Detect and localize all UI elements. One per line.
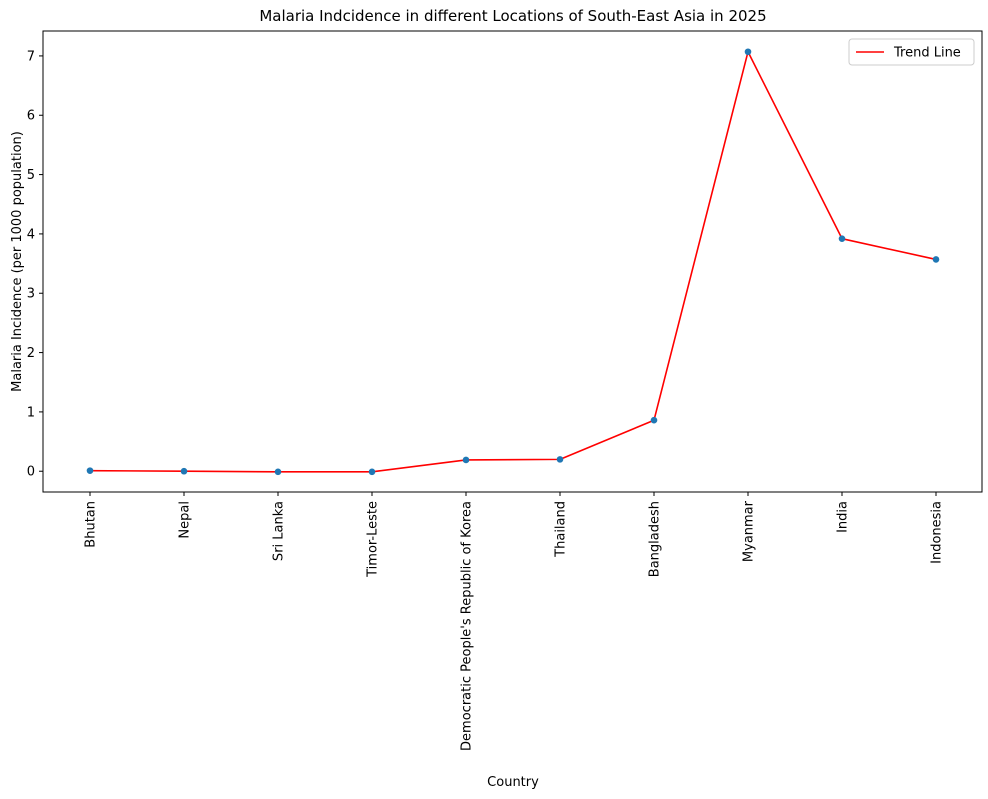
plot-area: 0 1 2 3 4 5 6 7 Bhutan Nepal Sri Lanka Timor-Leste…	[27, 30, 983, 751]
data-point	[932, 256, 940, 263]
x-axis-label: Country	[487, 775, 539, 790]
data-point	[180, 467, 188, 475]
y-tick-label: 6	[27, 109, 35, 124]
data-point	[274, 468, 282, 476]
data-point	[838, 235, 846, 242]
series-layer	[86, 48, 940, 476]
y-tick-label: 4	[27, 227, 35, 242]
x-tick-label: India	[836, 501, 851, 533]
data-point	[650, 416, 658, 424]
x-tick-label: Myanmar	[742, 500, 757, 562]
data-point	[744, 48, 752, 56]
x-axis: Bhutan Nepal Sri Lanka Timor-Leste Democrati…	[84, 492, 945, 751]
data-point	[462, 456, 470, 464]
y-tick-label: 5	[27, 168, 35, 183]
x-tick-label: Nepal	[178, 501, 193, 539]
x-tick-label: Bhutan	[84, 501, 99, 548]
x-tick-label: Democratic People's Republic of Korea	[460, 501, 475, 751]
chart-title: Malaria Indcidence in different Location…	[259, 7, 766, 25]
x-tick-label: Indonesia	[930, 501, 945, 564]
data-point	[556, 456, 564, 463]
plot-frame	[42, 30, 983, 493]
legend-box	[848, 38, 975, 66]
y-tick-label: 3	[27, 287, 35, 302]
x-tick-label: Timor-Leste	[366, 501, 381, 578]
y-axis-label: Malaria Incidence (per 1000 population)	[10, 131, 25, 392]
legend: Trend Line	[848, 38, 975, 66]
x-tick-label: Bangladesh	[648, 501, 663, 577]
y-axis: 0 1 2 3 4 5 6 7	[27, 49, 43, 480]
series-line-trend	[89, 50, 937, 473]
x-tick-label: Thailand	[554, 501, 569, 558]
x-tick-label: Sri Lanka	[272, 501, 287, 561]
y-tick-label: 2	[27, 346, 35, 361]
y-tick-label: 0	[27, 465, 35, 480]
y-tick-label: 1	[27, 405, 35, 420]
data-point	[368, 468, 376, 476]
data-point	[86, 467, 94, 474]
y-tick-label: 7	[27, 49, 35, 64]
legend-label: Trend Line	[893, 46, 961, 61]
